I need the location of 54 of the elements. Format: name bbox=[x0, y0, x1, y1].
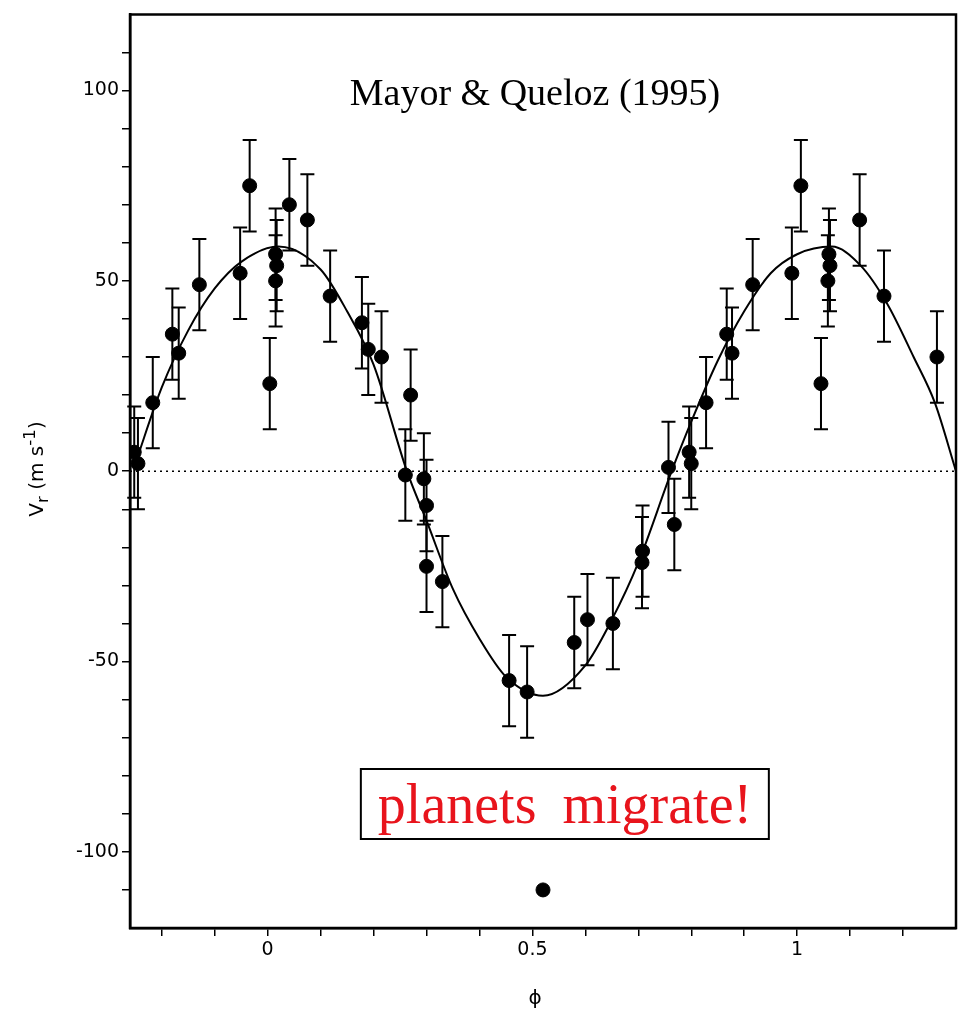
point bbox=[660, 459, 676, 475]
point bbox=[501, 673, 517, 689]
point bbox=[822, 258, 838, 274]
point bbox=[242, 178, 258, 194]
point bbox=[793, 178, 809, 194]
y-tick-label: 100 bbox=[82, 77, 119, 100]
point bbox=[605, 615, 621, 631]
point bbox=[191, 277, 207, 293]
point bbox=[434, 574, 450, 590]
point bbox=[820, 273, 836, 289]
point bbox=[299, 212, 315, 228]
point bbox=[145, 395, 161, 411]
point bbox=[360, 341, 376, 357]
point bbox=[164, 326, 180, 342]
point bbox=[322, 288, 338, 304]
point bbox=[635, 543, 651, 559]
x-tick-label: 1 bbox=[791, 937, 804, 960]
point bbox=[566, 635, 582, 650]
x-tick-label: 0 bbox=[261, 937, 274, 960]
point bbox=[519, 684, 535, 700]
point bbox=[232, 265, 248, 281]
point bbox=[929, 349, 945, 365]
point bbox=[419, 497, 435, 513]
x-axis-title: ϕ bbox=[528, 985, 542, 1009]
point bbox=[281, 197, 297, 213]
point bbox=[403, 387, 419, 403]
y-tick-label: -100 bbox=[75, 838, 119, 861]
point bbox=[813, 376, 829, 392]
point bbox=[419, 558, 435, 574]
point bbox=[698, 395, 714, 411]
point bbox=[724, 345, 740, 361]
point bbox=[719, 326, 735, 342]
y-tick-label: 50 bbox=[94, 267, 119, 290]
point bbox=[268, 273, 284, 289]
point bbox=[784, 265, 800, 281]
annotation: Mayor & Queloz (1995) bbox=[349, 70, 721, 114]
point bbox=[416, 471, 432, 487]
point bbox=[374, 349, 390, 365]
point bbox=[876, 288, 892, 304]
point bbox=[397, 467, 413, 483]
annotation: planets migrate! bbox=[359, 768, 771, 840]
point bbox=[579, 612, 595, 628]
point bbox=[852, 212, 868, 228]
point bbox=[354, 315, 370, 331]
y-tick-label: 0 bbox=[106, 458, 119, 481]
point bbox=[683, 456, 699, 472]
point bbox=[745, 277, 761, 293]
y-tick-label: -50 bbox=[87, 648, 119, 671]
point bbox=[666, 516, 682, 532]
point bbox=[262, 376, 278, 392]
point bbox=[269, 258, 285, 274]
point bbox=[535, 882, 551, 898]
x-tick-label: 0.5 bbox=[517, 937, 548, 960]
point bbox=[171, 345, 187, 361]
